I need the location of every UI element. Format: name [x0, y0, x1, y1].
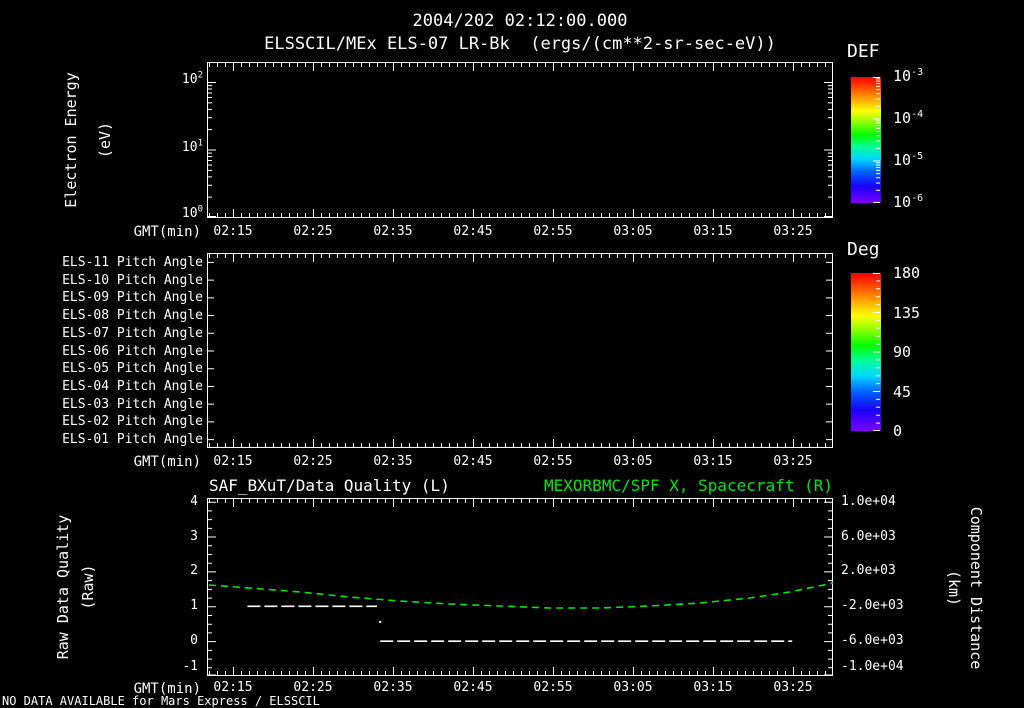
- pitch-row-label: ELS-08 Pitch Angle: [62, 308, 203, 324]
- x-tick-label-energy: 03:15: [693, 224, 733, 239]
- distance-series-title: MEXORBMC/SPF X, Spacecraft (R): [544, 476, 833, 495]
- pitch-panel: [207, 253, 833, 448]
- distance-y-tick-label: 6.0e+03: [841, 528, 896, 544]
- x-tick-label-quality: 03:25: [773, 680, 813, 695]
- deg-colorbar-tick-label: 45: [893, 382, 912, 401]
- energy-y-tick-label: 100: [181, 204, 203, 221]
- x-tick-label-pitch: 03:05: [613, 454, 653, 469]
- pitch-row-label: ELS-03 Pitch Angle: [62, 396, 203, 412]
- x-tick-label-energy: 02:45: [453, 224, 493, 239]
- distance-y-axis-label: Component Distance (km): [943, 507, 987, 670]
- distance-y-axis-label-line2: (km): [945, 569, 963, 607]
- pitch-row-label: ELS-11 Pitch Angle: [62, 254, 203, 270]
- def-colorbar-tick-label: 10-4: [893, 109, 924, 127]
- distance-y-tick-label: -2.0e+03: [841, 598, 904, 614]
- deg-colorbar-tick-label: 180: [893, 264, 921, 282]
- distance-y-tick-label: -1.0e+04: [841, 659, 904, 674]
- x-tick-label-energy: 02:35: [373, 224, 413, 239]
- x-tick-label-pitch: 02:15: [213, 454, 253, 469]
- quality-panel: [207, 498, 834, 676]
- quality-y-tick-label: 1: [190, 598, 198, 614]
- energy-y-axis-label-line2: (eV): [96, 121, 114, 159]
- def-colorbar-tick-label: 10-3: [893, 67, 924, 85]
- energy-panel: [207, 62, 833, 218]
- quality-series-title: SAF_BXuT/Data Quality (L): [209, 476, 450, 495]
- pitch-row-label: ELS-07 Pitch Angle: [62, 325, 203, 341]
- distance-y-tick-label: 1.0e+04: [841, 493, 896, 509]
- quality-y-tick-label: -1: [182, 659, 198, 674]
- x-tick-label-quality: 02:15: [213, 680, 253, 695]
- quality-y-tick-label: 4: [190, 493, 198, 509]
- quality-y-axis-label-line1: Raw Data Quality: [54, 514, 72, 660]
- x-tick-label-energy: 03:25: [773, 224, 813, 239]
- x-tick-label-quality: 02:25: [293, 680, 333, 695]
- energy-y-tick-label: 102: [181, 70, 203, 87]
- quality-transition-point: [379, 620, 382, 624]
- quality-y-tick-label: 0: [190, 633, 198, 649]
- pitch-row-label: ELS-06 Pitch Angle: [62, 343, 203, 359]
- x-tick-label-energy: 02:25: [293, 224, 333, 239]
- x-tick-label-pitch: 03:15: [693, 454, 733, 469]
- pitch-row-label: ELS-04 Pitch Angle: [62, 378, 203, 394]
- quality-y-tick-label: 2: [190, 563, 198, 579]
- deg-colorbar-tick-label: 135: [893, 303, 921, 322]
- quality-y-axis-label: Raw Data Quality (Raw): [51, 515, 101, 660]
- x-tick-label-quality: 02:55: [533, 680, 573, 695]
- x-tick-label-pitch: 02:55: [533, 454, 573, 469]
- energy-y-tick-label: 101: [181, 138, 203, 155]
- x-tick-label-quality: 02:45: [453, 680, 493, 695]
- x-tick-label-energy: 02:15: [213, 224, 253, 239]
- def-colorbar-tick-label: 10-6: [893, 193, 924, 211]
- plot-title: 2004/202 02:12:00.000: [412, 11, 628, 31]
- def-colorbar-title: DEF: [847, 41, 880, 62]
- spacecraft-distance-line: [208, 582, 834, 609]
- def-colorbar: [851, 77, 881, 203]
- deg-colorbar-tick-label: 0: [893, 422, 903, 440]
- gmt-label-top: GMT(min): [133, 224, 201, 240]
- x-tick-label-pitch: 02:45: [453, 454, 493, 469]
- distance-y-tick-label: 2.0e+03: [841, 563, 896, 579]
- x-tick-label-quality: 03:05: [613, 680, 653, 695]
- pitch-row-label: ELS-09 Pitch Angle: [62, 290, 203, 306]
- x-tick-label-pitch: 03:25: [773, 454, 813, 469]
- plot-subtitle: ELSSCIL/MEx ELS-07 LR-Bk (ergs/(cm**2-sr…: [264, 34, 776, 54]
- x-tick-label-pitch: 02:35: [373, 454, 413, 469]
- x-tick-label-pitch: 02:25: [293, 454, 333, 469]
- distance-y-tick-label: -6.0e+03: [841, 633, 904, 649]
- pitch-row-label: ELS-10 Pitch Angle: [62, 272, 203, 288]
- x-tick-label-quality: 02:35: [373, 680, 413, 695]
- gmt-label-bottom: GMT(min): [133, 681, 201, 697]
- def-colorbar-tick-label: 10-5: [893, 151, 924, 169]
- energy-y-axis-label-line1: Electron Energy: [62, 72, 80, 208]
- pitch-row-label: ELS-01 Pitch Angle: [62, 432, 203, 448]
- deg-colorbar-ticks: [873, 273, 880, 431]
- pitch-row-label: ELS-05 Pitch Angle: [62, 361, 203, 377]
- deg-colorbar-title: Deg: [847, 239, 880, 260]
- quality-y-tick-label: 3: [190, 528, 198, 544]
- energy-y-axis-label: Electron Energy (eV): [54, 72, 122, 207]
- distance-y-axis-label-line1: Component Distance: [967, 506, 985, 670]
- x-tick-label-energy: 03:05: [613, 224, 653, 239]
- pitch-row-label: ELS-02 Pitch Angle: [62, 414, 203, 430]
- x-tick-label-energy: 02:55: [533, 224, 573, 239]
- gmt-label-middle: GMT(min): [133, 454, 201, 470]
- def-colorbar-ticks: [873, 77, 880, 203]
- quality-y-axis-label-line2: (Raw): [79, 564, 97, 610]
- x-tick-label-quality: 03:15: [693, 680, 733, 695]
- no-data-notice: NO DATA AVAILABLE for Mars Express / ELS…: [2, 694, 320, 708]
- deg-colorbar-tick-label: 90: [893, 343, 912, 361]
